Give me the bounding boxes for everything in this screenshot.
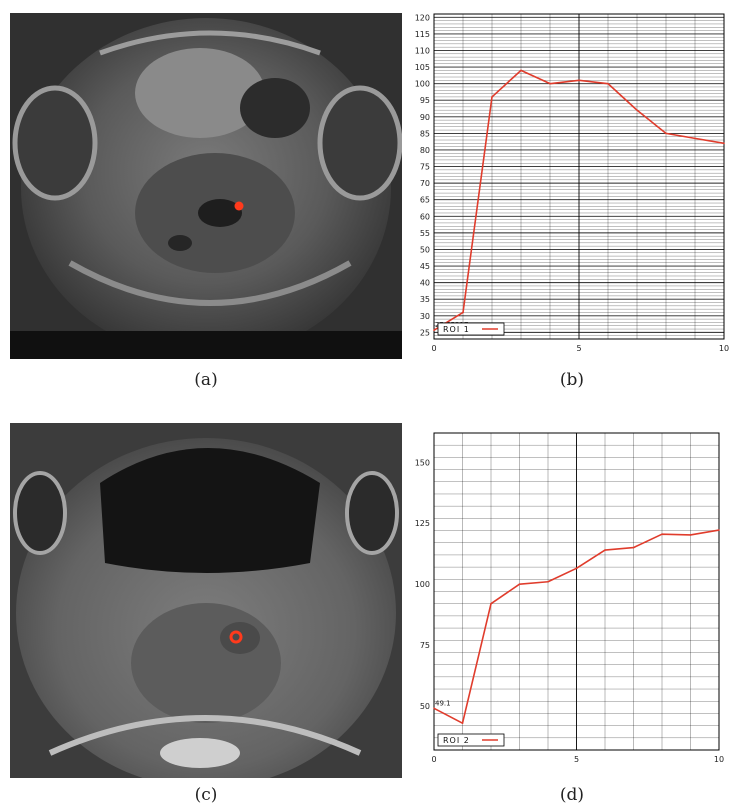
y-tick-label: 70 [420,179,430,188]
chart-d: 50 75 100 125 150 0 5 10 49.1 ROI 2 [405,425,729,777]
data-point [462,311,464,314]
data-point [694,137,696,140]
data-point [632,546,635,549]
data-point [547,580,549,583]
y-tick-label: 75 [420,641,430,650]
data-point [665,132,667,135]
mri-scan-c [10,423,402,778]
data-point [718,529,720,531]
y-tick-label: 105 [415,63,430,72]
x-tick-label: 0 [431,344,436,353]
mri-image-c [10,423,402,778]
mri-image-a [10,13,402,359]
y-tick-label: 45 [420,262,430,271]
chart-d-svg: 50 75 100 125 150 0 5 10 49.1 ROI 2 [415,432,724,764]
roi-1-marker [234,201,244,211]
y-tick-label: 90 [420,113,430,122]
y-tick-label: 110 [415,46,430,55]
y-tick-label: 80 [420,146,430,155]
y-tick-label: 85 [420,129,430,138]
y-tick-label: 100 [415,80,430,89]
data-point [461,722,464,724]
x-tick-label: 10 [714,755,724,764]
data-point [549,82,551,85]
data-point [723,142,725,145]
x-tick-label: 5 [574,755,579,764]
plot-frame [433,432,720,751]
first-value-label: 49.1 [435,699,451,707]
x-tick-label: 0 [431,755,436,764]
y-tick-label: 50 [420,245,430,254]
y-tick-label: 115 [415,30,430,39]
grid-lines [433,13,725,340]
roi-2-marker [229,630,243,644]
data-point [604,549,606,551]
x-tick-label: 5 [576,344,581,353]
y-tick-label: 125 [415,519,430,528]
data-point [433,329,435,332]
legend-box [437,322,505,336]
y-tick-label: 100 [415,580,430,589]
y-tick-label: 120 [415,13,430,22]
data-point [491,96,493,98]
y-tick-label: 55 [420,229,430,238]
legend-box [437,733,505,747]
y-tick-label: 30 [420,312,430,321]
caption-b: (b) [559,370,585,390]
data-point [607,82,609,85]
data-point [490,602,492,605]
mri-scan-a [10,13,402,359]
caption-c: (c) [194,785,218,805]
x-tick-label: 10 [719,344,729,353]
data-point [661,533,663,535]
y-tick-label: 60 [420,212,430,221]
data-point [520,69,522,72]
y-tick-label: 150 [415,458,430,467]
data-point [433,707,435,710]
chart-b: 25 30 35 40 45 50 55 60 65 70 75 80 85 90 95 100 105 110 1… [405,8,729,370]
grid-lines [433,432,720,751]
y-tick-label: 65 [420,196,430,205]
data-point [575,567,578,570]
y-tick-label: 40 [420,279,430,288]
y-tick-label: 25 [420,328,430,337]
y-tick-label: 35 [420,295,430,304]
y-tick-label: 75 [420,163,430,172]
y-tick-label: 50 [420,702,430,711]
plot-frame [433,13,725,340]
data-point [689,534,692,536]
caption-d: (d) [559,785,585,805]
chart-b-svg: 2530354045505560657075808590951001051101… [415,13,729,353]
legend-label: ROI 2 [443,736,470,745]
legend-label: ROI 1 [443,325,470,334]
data-point [518,583,521,585]
y-tick-label: 95 [420,96,430,105]
caption-a: (a) [194,370,218,390]
data-point [578,79,580,82]
data-point [636,109,638,111]
